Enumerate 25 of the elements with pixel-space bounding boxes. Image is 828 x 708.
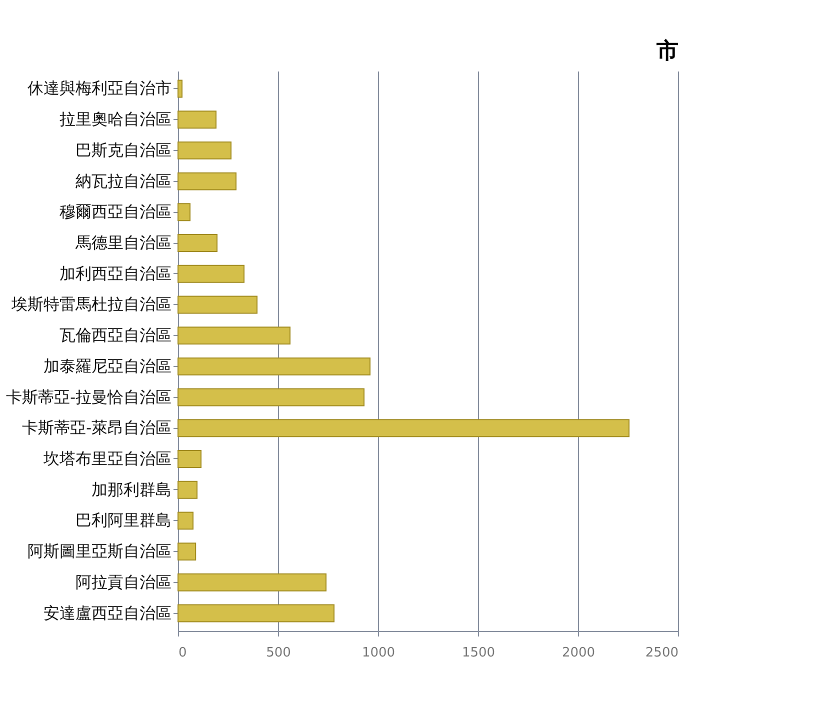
y-tick-label: 加泰羅尼亞自治區 bbox=[44, 356, 172, 376]
y-tick-label: 卡斯蒂亞-萊昂自治區 bbox=[22, 418, 172, 438]
y-tick-label: 巴斯克自治區 bbox=[76, 140, 172, 160]
y-tick-label: 加利西亞自治區 bbox=[60, 264, 172, 283]
y-tick-label: 埃斯特雷馬杜拉自治區 bbox=[10, 294, 172, 314]
x-tick-label: 500 bbox=[266, 646, 291, 660]
x-tick-label: 2000 bbox=[562, 646, 596, 660]
y-tick-label: 安達盧西亞自治區 bbox=[44, 603, 172, 622]
x-tick-label: 1000 bbox=[362, 646, 396, 660]
y-tick-label: 巴利阿里群島 bbox=[76, 510, 172, 530]
y-tick-label: 加那利群島 bbox=[92, 480, 172, 499]
x-tick-label: 2500 bbox=[645, 646, 678, 660]
y-tick-label: 馬德里自治區 bbox=[74, 233, 172, 252]
y-tick-label: 瓦倫西亞自治區 bbox=[60, 326, 172, 345]
y-tick-label: 卡斯蒂亞-拉曼恰自治區 bbox=[6, 387, 172, 406]
x-tick-label: 1500 bbox=[462, 646, 496, 660]
y-tick-label: 休達與梅利亞自治市 bbox=[28, 78, 172, 98]
y-tick-label: 阿斯圖里亞斯自治區 bbox=[28, 542, 172, 561]
y-tick-label: 穆爾西亞自治區 bbox=[60, 202, 172, 222]
y-tick-label: 阿拉貢自治區 bbox=[76, 572, 172, 592]
y-tick-label: 拉里奧哈自治區 bbox=[60, 110, 172, 129]
x-tick-label: 0 bbox=[178, 646, 187, 660]
text: 市 bbox=[656, 38, 678, 64]
y-tick-label: 納瓦拉自治區 bbox=[76, 171, 172, 190]
y-tick-label: 坎塔布里亞自治區 bbox=[42, 448, 172, 468]
